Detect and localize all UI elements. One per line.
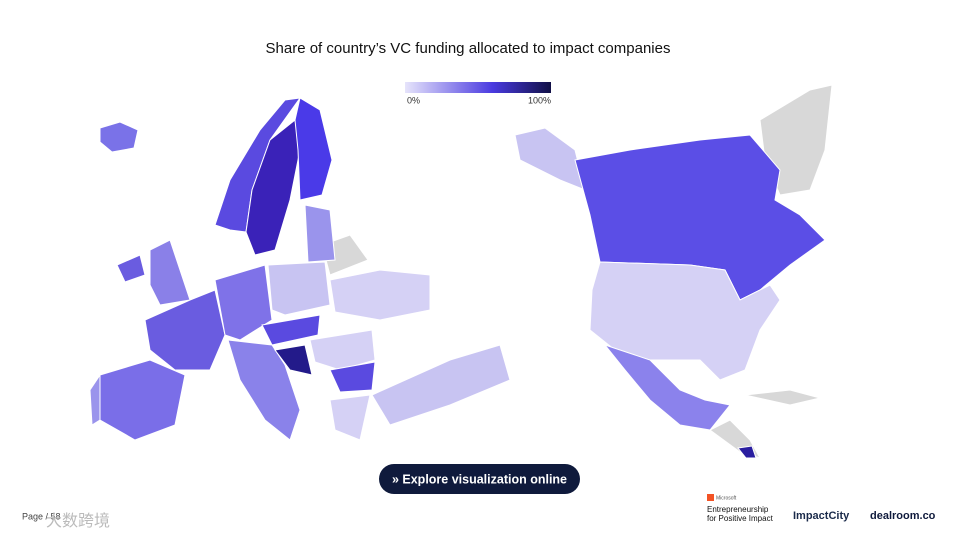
efpi-line1: Entrepreneurship xyxy=(707,505,769,514)
legend-gradient xyxy=(405,82,551,93)
title: Share of country’s VC funding allocated … xyxy=(266,40,671,57)
watermark: 大数跨境 xyxy=(46,511,110,530)
button-bg[interactable] xyxy=(379,464,580,494)
microsoft-label: Microsoft xyxy=(716,495,737,501)
button-label[interactable]: » Explore visualization online xyxy=(392,472,567,486)
north-america-map xyxy=(514,84,833,459)
legend-max: 100% xyxy=(528,95,551,105)
page-number: Page / 58 xyxy=(22,511,61,521)
explore-button[interactable]: » Explore visualization online xyxy=(379,464,580,494)
impactcity-logo: ImpactCity xyxy=(793,510,850,522)
ms-logo xyxy=(707,494,714,501)
efpi-line2: for Positive Impact xyxy=(707,514,774,523)
legend-min: 0% xyxy=(407,95,420,105)
dealroom-logo: dealroom.co xyxy=(870,510,936,522)
europe-map xyxy=(89,97,511,441)
